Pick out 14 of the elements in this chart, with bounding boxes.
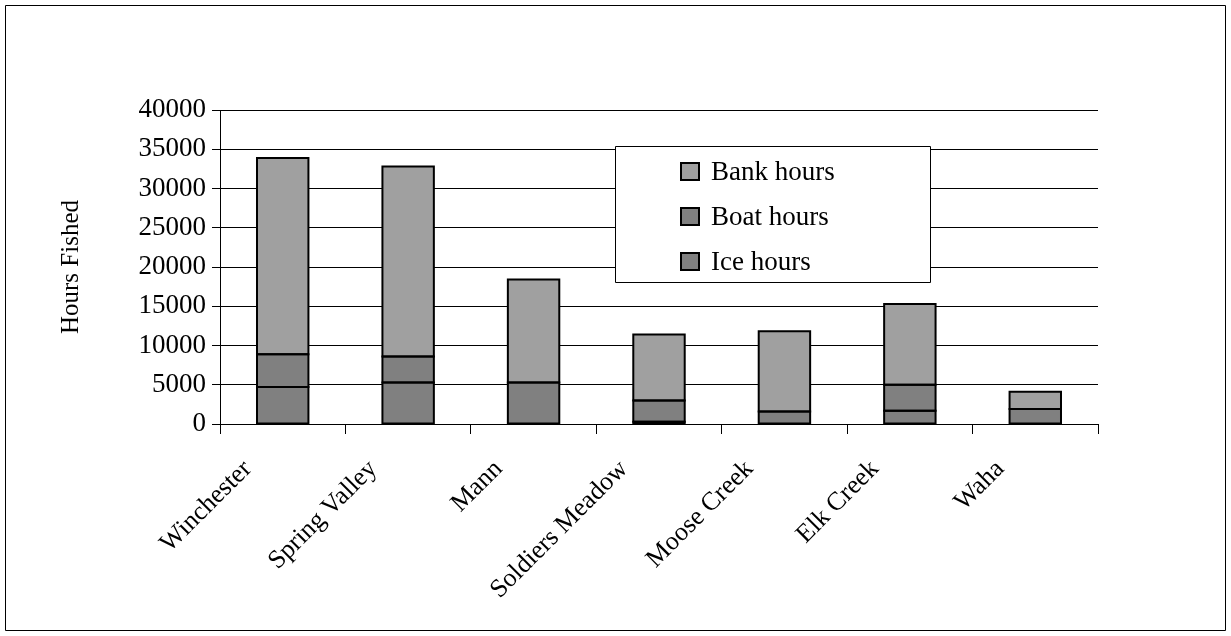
- y-tick-label: 25000: [138, 210, 206, 241]
- x-tick-label: Waha: [947, 453, 1010, 516]
- legend-label: Ice hours: [711, 245, 811, 276]
- y-tick-label: 35000: [138, 132, 206, 163]
- y-tick-label: 30000: [138, 171, 206, 202]
- y-tick-label: 5000: [152, 367, 206, 398]
- y-axis-title: Hours Fished: [55, 199, 83, 335]
- y-tick-label: 0: [192, 407, 206, 438]
- legend-label: Boat hours: [711, 200, 829, 231]
- y-tick-label: 10000: [138, 328, 206, 359]
- y-tick-label: 15000: [138, 289, 206, 320]
- y-tick-label: 40000: [138, 93, 206, 124]
- y-tick-label: 20000: [138, 250, 206, 281]
- legend-label: Bank hours: [711, 155, 835, 186]
